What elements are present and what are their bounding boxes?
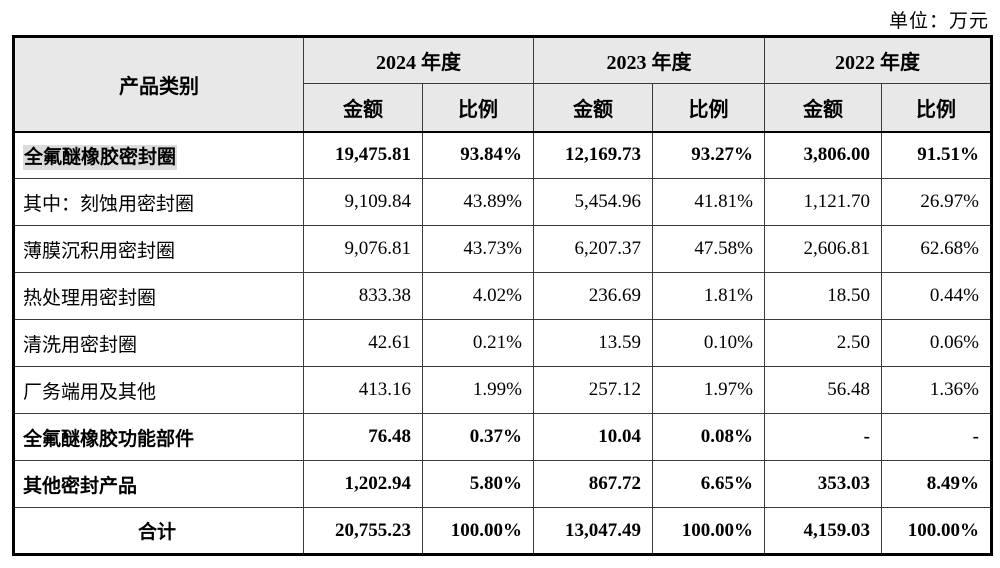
cell-value: 41.81% bbox=[652, 178, 765, 226]
cell-value: 833.38 bbox=[303, 272, 423, 320]
table-row: 清洗用密封圈 42.61 0.21% 13.59 0.10% 2.50 0.06% bbox=[13, 319, 992, 367]
cell-value: 20,755.23 bbox=[303, 507, 423, 555]
cell-value: 2.50 bbox=[764, 319, 882, 367]
cell-value: 0.10% bbox=[652, 319, 765, 367]
cell-value: 100.00% bbox=[881, 507, 992, 555]
cell-value: 76.48 bbox=[303, 413, 423, 461]
cell-value: 1.97% bbox=[652, 366, 765, 414]
table-body: 全氟醚橡胶密封圈 19,475.81 93.84% 12,169.73 93.27% 3,… bbox=[13, 131, 992, 555]
column-header-amount: 金额 bbox=[764, 83, 882, 133]
cell-value: 91.51% bbox=[881, 131, 992, 179]
cell-value: 353.03 bbox=[764, 460, 882, 508]
cell-value: 1.81% bbox=[652, 272, 765, 320]
cell-value: 47.58% bbox=[652, 225, 765, 273]
unit-label: 单位：万元 bbox=[888, 11, 989, 32]
row-label: 全氟醚橡胶密封圈 bbox=[13, 131, 304, 179]
highlighted-text: 全氟醚橡胶密封圈 bbox=[23, 144, 178, 170]
cell-value: 1,202.94 bbox=[303, 460, 423, 508]
cell-value: 9,109.84 bbox=[303, 178, 423, 226]
cell-value: 93.84% bbox=[422, 131, 534, 179]
cell-value: 13,047.49 bbox=[533, 507, 653, 555]
row-label: 其他密封产品 bbox=[13, 460, 304, 508]
cell-value: 867.72 bbox=[533, 460, 653, 508]
cell-value: 100.00% bbox=[422, 507, 534, 555]
cell-value: 19,475.81 bbox=[303, 131, 423, 179]
table-header: 产品类别 2024 年度 2023 年度 2022 年度 金额 比例 金额 比例… bbox=[13, 36, 992, 133]
cell-value: 56.48 bbox=[764, 366, 882, 414]
cell-value: 0.44% bbox=[881, 272, 992, 320]
cell-value: 93.27% bbox=[652, 131, 765, 179]
cell-value: - bbox=[764, 413, 882, 461]
cell-value: 13.59 bbox=[533, 319, 653, 367]
cell-value: 2,606.81 bbox=[764, 225, 882, 273]
cell-value: 0.37% bbox=[422, 413, 534, 461]
cell-value: 5.80% bbox=[422, 460, 534, 508]
cell-value: - bbox=[881, 413, 992, 461]
column-header-ratio: 比例 bbox=[652, 83, 765, 133]
cell-value: 4,159.03 bbox=[764, 507, 882, 555]
cell-value: 413.16 bbox=[303, 366, 423, 414]
cell-value: 43.89% bbox=[422, 178, 534, 226]
row-label: 全氟醚橡胶功能部件 bbox=[13, 413, 304, 461]
cell-value: 1.99% bbox=[422, 366, 534, 414]
row-label: 热处理用密封圈 bbox=[13, 272, 304, 320]
cell-value: 100.00% bbox=[652, 507, 765, 555]
cell-value: 0.08% bbox=[652, 413, 765, 461]
cell-value: 0.06% bbox=[881, 319, 992, 367]
cell-value: 43.73% bbox=[422, 225, 534, 273]
table-row: 厂务端用及其他 413.16 1.99% 257.12 1.97% 56.48 1.36% bbox=[13, 366, 992, 414]
column-header-year-2022: 2022 年度 bbox=[764, 36, 992, 84]
row-label: 其中：刻蚀用密封圈 bbox=[13, 178, 304, 226]
cell-value: 18.50 bbox=[764, 272, 882, 320]
revenue-by-product-table: 产品类别 2024 年度 2023 年度 2022 年度 金额 比例 金额 比例… bbox=[12, 35, 993, 556]
column-header-ratio: 比例 bbox=[422, 83, 534, 133]
row-label: 厂务端用及其他 bbox=[13, 366, 304, 414]
cell-value: 6,207.37 bbox=[533, 225, 653, 273]
table-row: 热处理用密封圈 833.38 4.02% 236.69 1.81% 18.50 0.44% bbox=[13, 272, 992, 320]
table-row: 其中：刻蚀用密封圈 9,109.84 43.89% 5,454.96 41.81% 1,1… bbox=[13, 178, 992, 226]
cell-value: 42.61 bbox=[303, 319, 423, 367]
column-header-ratio: 比例 bbox=[881, 83, 992, 133]
cell-value: 5,454.96 bbox=[533, 178, 653, 226]
table-row: 全氟醚橡胶功能部件 76.48 0.37% 10.04 0.08% - - bbox=[13, 413, 992, 461]
column-header-amount: 金额 bbox=[533, 83, 653, 133]
cell-value: 1,121.70 bbox=[764, 178, 882, 226]
header-year-row: 产品类别 2024 年度 2023 年度 2022 年度 bbox=[13, 36, 992, 133]
cell-value: 26.97% bbox=[881, 178, 992, 226]
cell-value: 10.04 bbox=[533, 413, 653, 461]
header-sub-row: 金额 比例 金额 比例 金额 比例 bbox=[14, 83, 992, 133]
row-label: 清洗用密封圈 bbox=[13, 319, 304, 367]
cell-value: 12,169.73 bbox=[533, 131, 653, 179]
column-header-year-2023: 2023 年度 bbox=[533, 36, 765, 84]
cell-value: 62.68% bbox=[881, 225, 992, 273]
table-row: 全氟醚橡胶密封圈 19,475.81 93.84% 12,169.73 93.27% 3,… bbox=[13, 131, 992, 179]
cell-value: 9,076.81 bbox=[303, 225, 423, 273]
cell-value: 3,806.00 bbox=[764, 131, 882, 179]
table-row: 其他密封产品 1,202.94 5.80% 867.72 6.65% 353.03 8.49… bbox=[13, 460, 992, 508]
cell-value: 1.36% bbox=[881, 366, 992, 414]
row-label: 薄膜沉积用密封圈 bbox=[13, 225, 304, 273]
cell-value: 0.21% bbox=[422, 319, 534, 367]
column-header-amount: 金额 bbox=[303, 83, 423, 133]
table-row: 合计 20,755.23 100.00% 13,047.49 100.00% 4,159.… bbox=[13, 507, 992, 555]
column-header-year-2024: 2024 年度 bbox=[303, 36, 534, 84]
cell-value: 236.69 bbox=[533, 272, 653, 320]
table-row: 薄膜沉积用密封圈 9,076.81 43.73% 6,207.37 47.58% 2,60… bbox=[13, 225, 992, 273]
row-label: 合计 bbox=[13, 507, 304, 555]
cell-value: 6.65% bbox=[652, 460, 765, 508]
cell-value: 8.49% bbox=[881, 460, 992, 508]
cell-value: 4.02% bbox=[422, 272, 534, 320]
cell-value: 257.12 bbox=[533, 366, 653, 414]
column-header-category: 产品类别 bbox=[13, 36, 304, 133]
